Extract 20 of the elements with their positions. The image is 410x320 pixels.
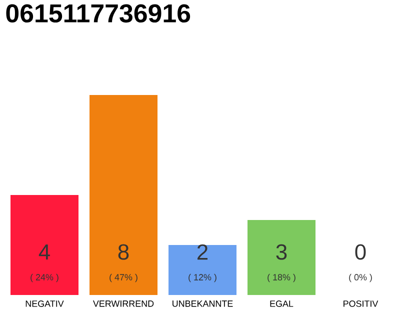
chart-title: 0615117736916: [6, 4, 190, 23]
x-tick-label: EGAL: [270, 300, 294, 307]
data-label: 8: [118, 244, 129, 260]
bar: [10, 195, 78, 295]
bar: [248, 220, 316, 295]
data-label: 2: [198, 244, 208, 260]
annotation: ( 24% ): [30, 274, 58, 282]
data-label: 3: [276, 244, 287, 260]
bar: [90, 95, 158, 295]
data-label: 0: [355, 244, 366, 260]
x-tick-label: VERWIRREND: [92, 300, 154, 307]
annotation: ( 12% ): [188, 274, 216, 282]
data-label: 4: [38, 244, 50, 260]
annotation: ( 0% ): [349, 274, 372, 282]
x-tick-label: POSITIV: [344, 300, 378, 307]
bar: [168, 245, 236, 295]
x-tick-label: UNBEKANNTE: [172, 300, 233, 307]
x-tick-label: NEGATIV: [26, 300, 64, 307]
annotation: ( 47% ): [110, 274, 138, 282]
annotation: ( 18% ): [268, 274, 296, 282]
